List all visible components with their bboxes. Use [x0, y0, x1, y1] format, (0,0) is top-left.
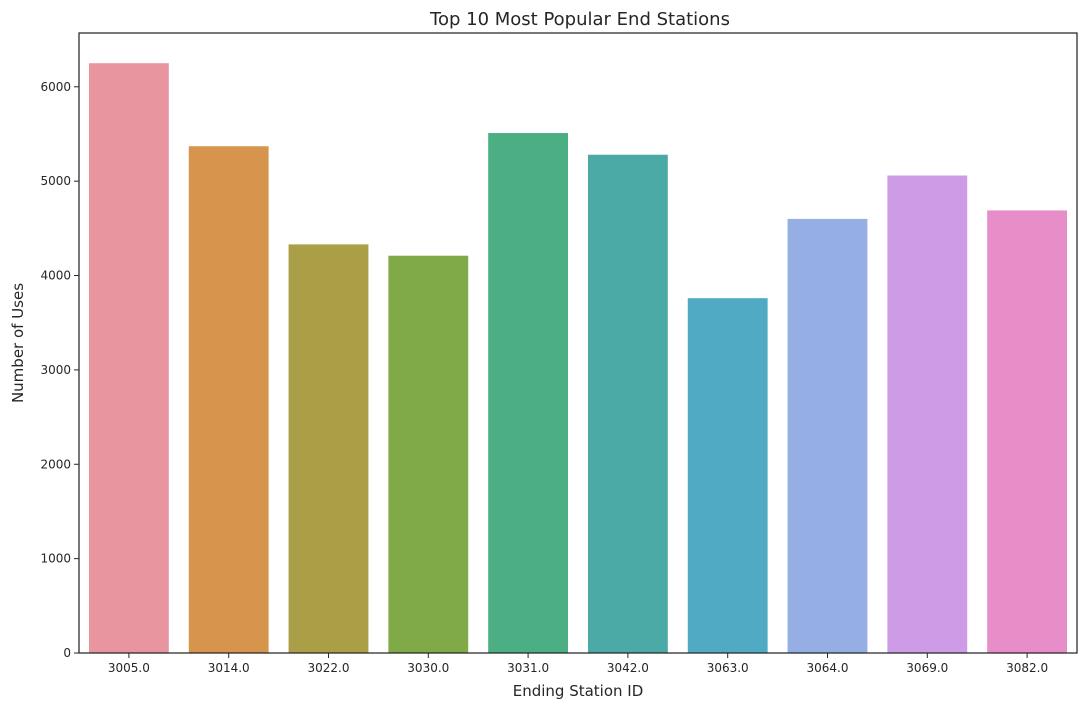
x-tick-label: 3082.0	[1006, 661, 1048, 675]
y-tick-label: 0	[63, 646, 71, 660]
chart-title: Top 10 Most Popular End Stations	[429, 9, 730, 30]
bar-3022.0	[288, 244, 369, 653]
bars	[88, 63, 1068, 654]
bar-3030.0	[388, 255, 469, 653]
x-tick-label: 3031.0	[507, 661, 549, 675]
x-tick-label: 3063.0	[707, 661, 749, 675]
bar-3031.0	[488, 133, 569, 653]
bar-3063.0	[687, 298, 768, 653]
y-tick-label: 6000	[40, 80, 71, 94]
bar-3014.0	[188, 146, 269, 654]
y-tick-label: 4000	[40, 269, 71, 283]
plot-frame	[78, 32, 1078, 654]
y-tick-label: 1000	[40, 552, 71, 566]
x-tick-label: 3005.0	[108, 661, 150, 675]
x-tick-label: 3042.0	[607, 661, 649, 675]
bar-3082.0	[987, 210, 1068, 653]
x-tick-label: 3014.0	[208, 661, 250, 675]
x-tick-label: 3022.0	[308, 661, 350, 675]
y-tick-label: 3000	[40, 363, 71, 377]
y-tick-label: 2000	[40, 457, 71, 471]
bar-3069.0	[887, 175, 968, 653]
y-tick-label: 5000	[40, 174, 71, 188]
bar-3042.0	[587, 154, 668, 654]
bar-3064.0	[787, 218, 868, 653]
x-axis-label: Ending Station ID	[513, 682, 644, 700]
y-axis-label: Number of Uses	[9, 283, 27, 403]
y-axis-ticks: 0 1000 2000 3000 4000 5000 6000	[40, 80, 79, 660]
x-tick-label: 3030.0	[407, 661, 449, 675]
x-axis-ticks: 3005.0 3014.0 3022.0 3030.0 3031.0 3042.0 3063…	[108, 653, 1048, 675]
bar-3005.0	[88, 63, 169, 653]
x-tick-label: 3064.0	[807, 661, 849, 675]
x-tick-label: 3069.0	[906, 661, 948, 675]
